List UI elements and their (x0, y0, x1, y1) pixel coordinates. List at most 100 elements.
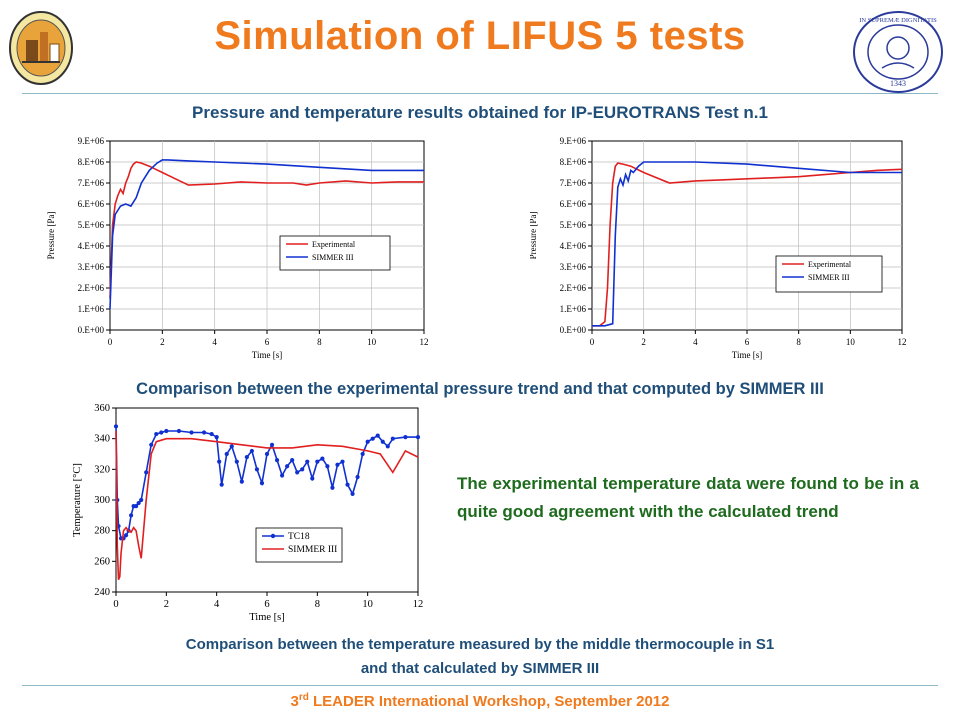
data-point (224, 451, 229, 457)
data-point (280, 473, 285, 478)
y-tick-label: 240 (94, 587, 110, 598)
x-tick-label: 12 (898, 337, 907, 347)
series-line-simmer-iii (115, 430, 419, 581)
pressure-chart-right: 0.E+00 1.E+06 2.E+06 3.E+06 4.E+06 5.E+06 6.E+… (530, 136, 907, 360)
data-point (259, 481, 265, 486)
right-logo-year: 1343 (890, 79, 906, 88)
right-logo-motto: IN SUPREMÆ DIGNITATIS (859, 17, 937, 24)
data-point (375, 433, 380, 438)
y-tick-label: 360 (94, 403, 110, 414)
x-tick-label: 10 (362, 599, 373, 610)
data-point (123, 533, 129, 538)
data-point (129, 513, 134, 518)
y-tick-label: 7.E+06 (78, 178, 105, 188)
x-tick-label: 0 (590, 337, 595, 347)
legend-label: SIMMER III (808, 273, 850, 282)
y-tick-label: 4.E+06 (78, 241, 105, 251)
y-tick-label: 0.E+00 (78, 325, 105, 335)
data-point (355, 474, 360, 480)
data-point (176, 428, 182, 434)
x-tick-label: 6 (745, 337, 750, 347)
data-point (335, 462, 340, 467)
bottom-divider (22, 685, 938, 686)
y-tick-label: 2.E+06 (78, 283, 105, 293)
data-point (330, 485, 335, 490)
temperature-caption-line2: and that calculated by SIMMER III (360, 660, 600, 677)
x-tick-label: 4 (212, 337, 217, 347)
data-point (189, 430, 194, 435)
data-point (320, 456, 325, 461)
data-point (285, 464, 290, 469)
x-axis-label: Time [s] (249, 612, 285, 623)
slide-title: Simulation of LIFUS 5 tests (214, 14, 746, 58)
data-point (390, 436, 395, 441)
y-axis-label: Pressure [Pa] (46, 212, 56, 260)
data-point (229, 444, 234, 449)
data-point (214, 435, 219, 440)
x-axis-label: Time [s] (732, 350, 762, 360)
y-tick-label: 8.E+06 (560, 157, 587, 167)
data-point (315, 459, 320, 464)
data-point (310, 476, 315, 481)
y-tick-label: 7.E+06 (560, 178, 587, 188)
data-point (136, 500, 141, 506)
y-tick-label: 1.E+06 (78, 304, 105, 314)
data-point (209, 431, 214, 437)
y-axis-label: Temperature [°C] (72, 463, 83, 537)
y-tick-label: 340 (94, 434, 110, 445)
data-point (380, 439, 385, 444)
y-tick-label: 300 (94, 495, 110, 506)
y-tick-label: 1.E+06 (560, 304, 587, 314)
data-point (159, 430, 164, 435)
y-tick-label: 0.E+00 (560, 325, 587, 335)
legend-label: SIMMER III (288, 545, 337, 555)
data-point (385, 444, 390, 449)
pressure-chart-left: 0.E+00 1.E+06 2.E+06 3.E+06 4.E+06 5.E+06 6.E+… (46, 136, 429, 360)
data-point (249, 448, 254, 454)
data-point (300, 467, 305, 472)
x-tick-label: 8 (317, 337, 322, 347)
data-point (134, 504, 139, 509)
data-point (154, 431, 159, 437)
y-tick-label: 9.E+06 (78, 136, 105, 146)
data-point (269, 442, 275, 447)
x-tick-label: 6 (265, 337, 270, 347)
y-tick-label: 3.E+06 (78, 262, 105, 272)
y-tick-label: 280 (94, 526, 110, 537)
x-tick-label: 6 (264, 599, 269, 610)
legend-label: TC18 (288, 532, 310, 542)
top-divider (22, 93, 938, 94)
y-tick-label: 320 (94, 464, 110, 475)
data-point (290, 458, 295, 463)
legend-box (255, 527, 343, 563)
x-tick-label: 10 (846, 337, 856, 347)
y-tick-label: 5.E+06 (560, 220, 587, 230)
x-tick-label: 12 (420, 337, 429, 347)
x-tick-label: 0 (113, 599, 118, 610)
x-tick-label: 12 (413, 599, 424, 610)
y-tick-label: 6.E+06 (78, 199, 105, 209)
data-point (264, 451, 270, 457)
left-logo (9, 11, 73, 85)
data-point (234, 459, 239, 464)
plot-area (115, 407, 419, 593)
legend-label: Experimental (808, 260, 852, 269)
y-tick-label: 8.E+06 (78, 157, 105, 167)
data-point (254, 467, 260, 472)
temperature-caption-line1: Comparison between the temperature measu… (185, 636, 775, 653)
x-axis-label: Time [s] (252, 350, 282, 360)
data-point (217, 459, 222, 464)
legend-label: SIMMER III (312, 253, 354, 262)
right-logo: 1343 IN SUPREMÆ DIGNITATIS (853, 11, 943, 93)
footer-text: LEADER International Workshop, September… (308, 693, 670, 710)
data-point (201, 430, 207, 435)
data-point (144, 470, 149, 475)
series-line-experimental (109, 161, 424, 299)
data-point (305, 459, 310, 464)
y-tick-label: 260 (94, 556, 110, 567)
x-tick-label: 10 (367, 337, 377, 347)
pressure-caption: Comparison between the experimental pres… (136, 380, 824, 398)
data-point (325, 464, 330, 469)
series-line-simmer-iii (109, 159, 424, 310)
data-point (274, 458, 280, 463)
